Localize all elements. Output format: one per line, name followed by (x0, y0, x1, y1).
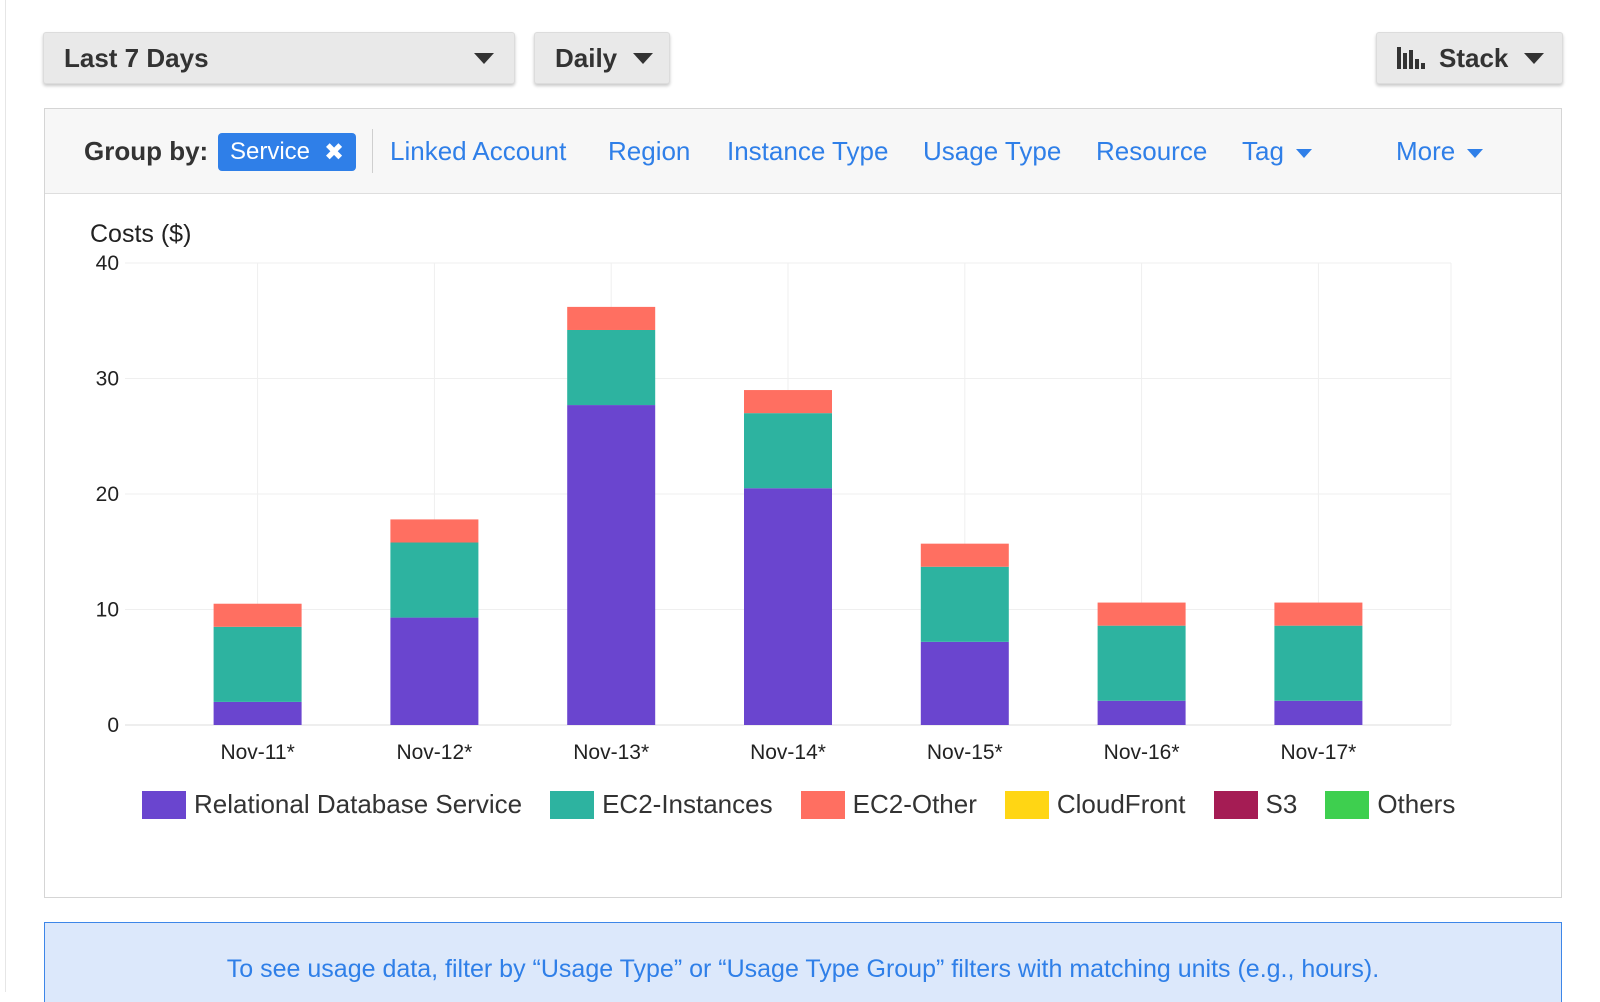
bar-segment[interactable] (1097, 625, 1186, 701)
info-banner: To see usage data, filter by “Usage Type… (44, 922, 1562, 1002)
legend-item[interactable]: Others (1325, 789, 1455, 820)
legend-label: Others (1377, 789, 1456, 819)
bar-chart-icon (1397, 47, 1427, 69)
chart-panel: Group by: Service ✖ Linked Account Regio… (44, 108, 1562, 898)
legend-label: S3 (1265, 789, 1298, 819)
bar-segment[interactable] (213, 603, 302, 627)
group-by-more-label: More (1396, 136, 1456, 166)
y-tick-label: 20 (96, 483, 119, 506)
group-by-bar: Group by: Service ✖ Linked Account Regio… (45, 109, 1561, 194)
x-tick-label: Nov-13* (573, 741, 649, 764)
y-tick-label: 30 (96, 368, 119, 391)
x-tick-label: Nov-17* (1280, 741, 1356, 764)
group-by-selected-chip[interactable]: Service ✖ (218, 133, 357, 171)
chevron-down-icon (474, 52, 494, 64)
bar-segment[interactable] (1274, 625, 1363, 701)
bar-segment[interactable] (213, 626, 302, 702)
bar-segment[interactable] (1097, 602, 1186, 626)
legend-swatch (1213, 790, 1258, 819)
bar-segment[interactable] (744, 488, 832, 725)
bar-segment[interactable] (920, 566, 1009, 642)
date-range-value: Last 7 Days (64, 42, 209, 73)
group-by-tag-label: Tag (1242, 136, 1284, 166)
legend-item[interactable]: Relational Database Service (142, 789, 522, 820)
legend-label: Relational Database Service (194, 789, 523, 819)
legend-item[interactable]: S3 (1213, 789, 1298, 820)
group-by-instance-type[interactable]: Instance Type (727, 136, 889, 166)
bar-segment[interactable] (1274, 700, 1363, 725)
y-tick-label: 40 (96, 252, 119, 275)
chevron-down-icon (1467, 148, 1484, 158)
left-border (5, 0, 6, 992)
group-by-linked-account[interactable]: Linked Account (390, 136, 567, 166)
legend-swatch (550, 790, 595, 819)
bar-segment[interactable] (390, 519, 479, 543)
bar-segment[interactable] (920, 543, 1009, 567)
granularity-value: Daily (555, 42, 618, 73)
bar-segment[interactable] (213, 701, 302, 725)
y-tick-label: 0 (107, 714, 119, 737)
divider (372, 129, 373, 173)
legend-swatch (1004, 790, 1049, 819)
x-tick-label: Nov-12* (396, 741, 472, 764)
bar-segment[interactable] (567, 306, 656, 330)
granularity-dropdown[interactable]: Daily (534, 32, 670, 84)
y-axis-label: Costs ($) (90, 220, 192, 248)
bar-segment[interactable] (1097, 700, 1186, 725)
legend-swatch (142, 790, 186, 819)
group-by-selected-label: Service (230, 138, 311, 165)
group-by-usage-type[interactable]: Usage Type (923, 136, 1062, 166)
group-by-region[interactable]: Region (608, 136, 691, 166)
group-by-tag[interactable]: Tag (1242, 136, 1312, 167)
legend-item[interactable]: CloudFront (1004, 789, 1186, 820)
legend-label: CloudFront (1056, 789, 1186, 819)
bar-segment[interactable] (744, 413, 832, 489)
y-tick-label: 10 (96, 599, 119, 622)
x-tick-label: Nov-14* (750, 741, 826, 764)
bar-segment[interactable] (1274, 602, 1363, 626)
legend-swatch (1325, 790, 1370, 819)
bar-segment[interactable] (567, 329, 656, 406)
group-by-label: Group by: (84, 136, 209, 166)
bar-segment[interactable] (390, 617, 479, 725)
info-banner-text: To see usage data, filter by “Usage Type… (226, 955, 1380, 983)
x-tick-label: Nov-11* (220, 741, 294, 764)
bar-segment[interactable] (390, 542, 479, 618)
chevron-down-icon (1524, 52, 1545, 64)
x-tick-label: Nov-15* (927, 741, 1003, 764)
legend-label: EC2-Other (852, 789, 977, 819)
legend-item[interactable]: EC2-Instances (550, 789, 773, 820)
x-tick-label: Nov-16* (1104, 741, 1180, 764)
bar-segment[interactable] (744, 390, 832, 414)
chart-legend: Relational Database Service EC2-Instances… (142, 789, 1483, 820)
legend-item[interactable]: EC2-Other (800, 789, 977, 820)
chart-style-dropdown[interactable]: Stack (1376, 32, 1563, 84)
bar-segment[interactable] (567, 405, 656, 725)
chevron-down-icon (1295, 148, 1312, 158)
stacked-bar-chart: 0 10 20 30 40 Nov-11* Nov-12* Nov-13* Nov-14* Nov… (96, 252, 1452, 764)
chart-style-value: Stack (1439, 42, 1509, 73)
group-by-resource[interactable]: Resource (1096, 136, 1208, 166)
chevron-down-icon (633, 52, 654, 64)
group-by-more[interactable]: More (1396, 136, 1484, 167)
legend-swatch (800, 790, 845, 819)
legend-label: EC2-Instances (602, 789, 773, 819)
date-range-dropdown[interactable]: Last 7 Days (43, 32, 515, 84)
close-icon[interactable]: ✖ (324, 138, 345, 166)
bar-segment[interactable] (920, 641, 1009, 725)
